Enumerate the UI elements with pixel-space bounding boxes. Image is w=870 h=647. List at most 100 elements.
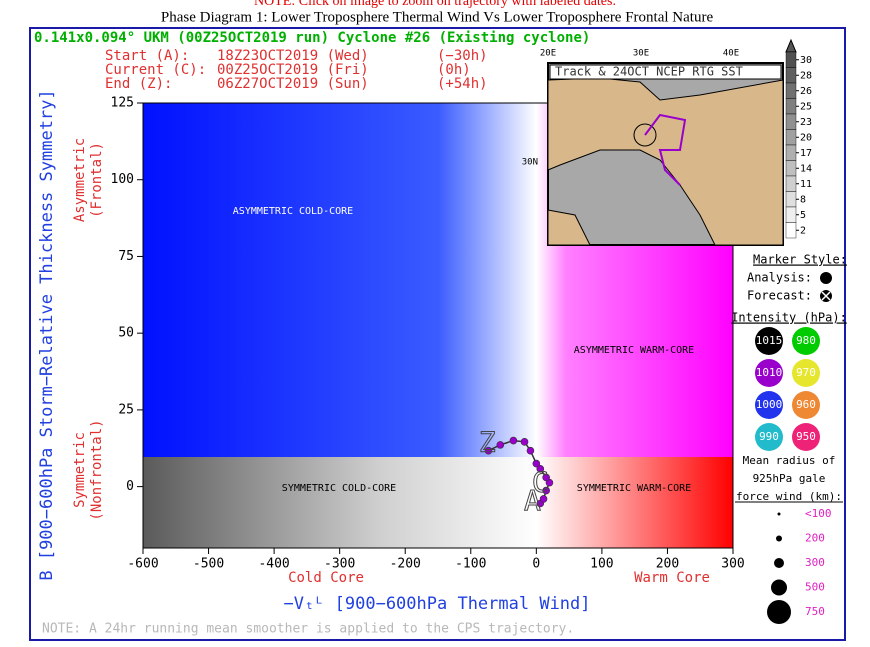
radius-label: 300 bbox=[805, 556, 825, 569]
quadrant bbox=[536, 457, 733, 548]
region-label: ASYMMETRIC WARM-CORE bbox=[574, 345, 694, 356]
radius-label: 750 bbox=[805, 605, 825, 618]
radius-swatch bbox=[774, 558, 784, 568]
colorbar-bin bbox=[785, 98, 797, 115]
map-track bbox=[644, 113, 687, 186]
colorbar-tick-label: 20 bbox=[800, 132, 812, 143]
track-label: A bbox=[524, 484, 541, 517]
colorbar-bin bbox=[785, 129, 797, 146]
radius-swatch bbox=[767, 600, 791, 624]
x-tick-label: -300 bbox=[324, 557, 355, 572]
intensity-label: 970 bbox=[796, 366, 816, 379]
intensity-swatch bbox=[755, 423, 783, 451]
radius-title: 925hPa gale bbox=[753, 472, 826, 485]
colorbar-bin bbox=[785, 191, 797, 208]
intensity-swatch bbox=[755, 391, 783, 419]
y-side-label: (Frontal) bbox=[89, 142, 105, 218]
intensity-label: 950 bbox=[796, 430, 816, 443]
radius-title: force wind (km): bbox=[736, 490, 842, 503]
run-info: 18Z23OCT2019 (Wed) bbox=[217, 48, 369, 64]
track-point bbox=[539, 495, 548, 503]
run-info: (−30h) bbox=[437, 48, 488, 64]
plot-border bbox=[142, 102, 734, 549]
colorbar-tick-label: 2 bbox=[800, 225, 806, 236]
map-land bbox=[547, 209, 591, 246]
x-tick-label: 200 bbox=[656, 557, 679, 572]
colorbar-tick-label: 26 bbox=[800, 86, 812, 97]
run-info: End (Z): bbox=[105, 76, 172, 92]
colorbar: 30 28 26 25 23 20 17 14 11 8 5 2 bbox=[785, 38, 812, 239]
run-info: Start (A): bbox=[105, 48, 189, 64]
x-side-label: Warm Core bbox=[634, 570, 710, 586]
y-tick-label: 0 bbox=[126, 479, 134, 494]
colorbar-tick-label: 28 bbox=[800, 70, 812, 81]
colorbar-cap bbox=[785, 38, 797, 53]
run-info: (+54h) bbox=[437, 76, 488, 92]
map-lat-label: 30N bbox=[522, 158, 538, 168]
colorbar-tick-label: 5 bbox=[800, 210, 806, 221]
region-label: ASYMMETRIC COLD-CORE bbox=[233, 206, 353, 217]
colorbar-bin bbox=[785, 113, 797, 130]
x-tick-label: -200 bbox=[390, 557, 421, 572]
track-point bbox=[542, 486, 550, 495]
x-tick-label: -400 bbox=[258, 557, 289, 572]
track-label: Z bbox=[479, 426, 496, 459]
forecast-marker-cross bbox=[821, 291, 831, 301]
y-axis-label: B [900−600hPa Storm−Relative Thickness S… bbox=[37, 89, 57, 580]
footnote: NOTE: A 24hr running mean smoother is ap… bbox=[42, 622, 574, 637]
track-point bbox=[536, 465, 545, 473]
colorbar-tick-label: 25 bbox=[800, 101, 812, 112]
colorbar-tick-label: 14 bbox=[800, 163, 812, 174]
radius-label: 200 bbox=[805, 532, 825, 545]
track-point bbox=[484, 446, 493, 455]
track-point bbox=[520, 438, 529, 446]
map-title-box bbox=[549, 64, 782, 80]
region-label: SYMMETRIC WARM-CORE bbox=[577, 483, 691, 494]
map-marker bbox=[633, 123, 657, 147]
track-point bbox=[496, 441, 505, 449]
track-point bbox=[542, 473, 550, 482]
colorbar-bin bbox=[785, 67, 797, 84]
colorbar-tick-label: 30 bbox=[800, 55, 812, 66]
intensity-swatch bbox=[792, 423, 820, 451]
colorbar-tick-label: 17 bbox=[800, 148, 812, 159]
quadrant bbox=[143, 103, 537, 457]
colorbar-bin bbox=[785, 175, 797, 192]
map-lon-label: 20E bbox=[540, 49, 556, 59]
map-inset: Track & 24OCT NCEP RTG SST 20E 30E 40E 3… bbox=[522, 38, 812, 246]
y-side-label: Asymmetric bbox=[72, 138, 88, 222]
intensity-swatch bbox=[755, 327, 783, 355]
marker-style-item: Analysis: bbox=[747, 271, 812, 285]
colorbar-bin bbox=[785, 82, 797, 99]
colorbar-bin bbox=[785, 206, 797, 223]
intensity-swatch bbox=[792, 359, 820, 387]
map-lon-label: 30E bbox=[633, 49, 649, 59]
intensity-label: 980 bbox=[796, 334, 816, 347]
intensity-swatch bbox=[755, 359, 783, 387]
track-label: C bbox=[532, 466, 549, 499]
quadrant bbox=[143, 457, 537, 548]
radius-swatch bbox=[777, 512, 781, 516]
intensity-label: 1015 bbox=[756, 334, 783, 347]
colorbar-tick-label: 8 bbox=[800, 194, 806, 205]
radius-swatch bbox=[776, 535, 782, 542]
intensity-label: 990 bbox=[759, 430, 779, 443]
radius-label: 500 bbox=[805, 581, 825, 594]
run-info: Current (C): bbox=[105, 62, 206, 78]
track-point bbox=[509, 436, 518, 445]
marker-style-title: Marker Style: bbox=[753, 253, 847, 267]
radius-title: Mean radius of bbox=[743, 454, 836, 467]
y-side-label: Symmetric bbox=[72, 432, 88, 508]
analysis-marker bbox=[820, 272, 832, 284]
intensity-swatch bbox=[792, 391, 820, 419]
intensity-label: 1000 bbox=[756, 398, 783, 411]
y-tick-label: 50 bbox=[118, 326, 134, 341]
subtitle: 0.141x0.094° UKM (00Z25OCT2019 run) Cycl… bbox=[34, 30, 590, 46]
chart-title: Phase Diagram 1: Lower Troposphere Therm… bbox=[161, 9, 714, 25]
intensity-label: 960 bbox=[796, 398, 816, 411]
colorbar-bin bbox=[785, 144, 797, 161]
track-point bbox=[526, 446, 535, 455]
x-axis-label: −Vₜᴸ [900−600hPa Thermal Wind] bbox=[283, 594, 590, 614]
colorbar-tick-label: 11 bbox=[800, 179, 812, 190]
